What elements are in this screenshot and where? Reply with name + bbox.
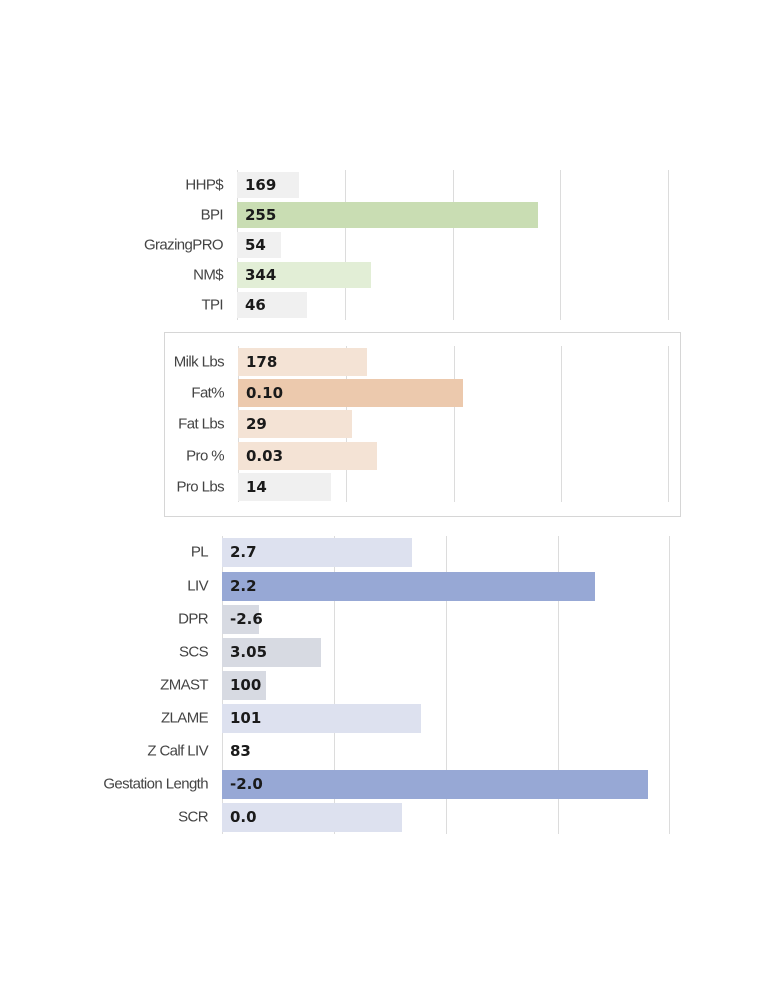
chart-2-category-label-0: PL — [190, 543, 209, 561]
chart-2-category-label-2: DPR — [178, 610, 208, 628]
chart-1-gridline-4 — [668, 346, 669, 502]
chart-0-category-label-1: BPI — [200, 206, 224, 224]
chart-2-category-label-4: ZMAST — [160, 676, 208, 694]
chart-1-bar-1 — [238, 379, 463, 407]
chart-0-category-label-3: NM$ — [193, 266, 223, 284]
chart-2-value-label-2: -2.6 — [230, 610, 263, 628]
chart-2-value-label-0: 2.7 — [230, 543, 257, 561]
chart-2-bar-1 — [222, 571, 595, 601]
chart-0-bar-2 — [237, 232, 281, 258]
chart-1-bar-4 — [238, 473, 331, 501]
chart-0-bar-3 — [237, 262, 371, 288]
chart-0-value-label-4: 46 — [245, 296, 266, 314]
chart-2-value-label-7: -2.0 — [230, 775, 263, 793]
chart-1-bar-3 — [238, 442, 377, 470]
chart-2-category-label-6: Z Calf LIV — [147, 742, 208, 760]
chart-1-category-label-0: Milk Lbs — [173, 353, 225, 371]
chart-2-bar-8 — [222, 802, 402, 832]
chart-1-category-label-3: Pro % — [186, 447, 224, 465]
chart-2-bar-0 — [222, 537, 412, 567]
chart-2-value-label-5: 101 — [230, 709, 262, 727]
chart-2-value-label-4: 100 — [230, 676, 262, 694]
chart-0-bar-4 — [237, 292, 307, 318]
chart-2-bar-5 — [222, 703, 421, 733]
chart-0-bar-1 — [237, 202, 538, 228]
production-traits-frame — [164, 332, 681, 517]
chart-1-value-label-1: 0.10 — [246, 384, 284, 402]
chart-1-value-label-3: 0.03 — [246, 447, 284, 465]
chart-0-gridline-4 — [668, 170, 669, 320]
chart-0-gridline-2 — [453, 170, 454, 320]
chart-2-category-label-7: Gestation Length — [103, 775, 208, 793]
chart-1-bar-2 — [238, 410, 352, 438]
chart-2-category-label-8: SCR — [178, 808, 208, 826]
chart-0-value-label-3: 344 — [245, 266, 277, 284]
chart-2-value-label-1: 2.2 — [230, 577, 257, 595]
chart-2-bar-4 — [222, 670, 266, 700]
chart-1-category-label-4: Pro Lbs — [176, 478, 225, 496]
chart-0-gridline-3 — [560, 170, 561, 320]
chart-2-bar-2 — [222, 604, 259, 634]
chart-0-category-label-2: GrazingPRO — [143, 236, 224, 254]
chart-1-value-label-2: 29 — [246, 415, 267, 433]
chart-2-category-label-3: SCS — [178, 643, 209, 661]
chart-0-value-label-1: 255 — [245, 206, 277, 224]
chart-1-value-label-0: 178 — [246, 353, 278, 371]
chart-0-value-label-0: 169 — [245, 176, 277, 194]
chart-2-value-label-8: 0.0 — [230, 808, 257, 826]
chart-0-category-label-0: HHP$ — [185, 176, 223, 194]
chart-2-gridline-2 — [446, 536, 447, 834]
chart-1-gridline-3 — [561, 346, 562, 502]
chart-2-gridline-3 — [558, 536, 559, 834]
chart-0-value-label-2: 54 — [245, 236, 266, 254]
chart-1-category-label-1: Fat% — [191, 384, 224, 402]
chart-2-gridline-1 — [334, 536, 335, 834]
chart-2-bar-7 — [222, 769, 648, 799]
chart-2-category-label-5: ZLAME — [160, 709, 209, 727]
chart-2-gridline-4 — [669, 536, 670, 834]
chart-1-category-label-2: Fat Lbs — [178, 415, 224, 433]
chart-1-value-label-4: 14 — [246, 478, 267, 496]
chart-0-gridline-1 — [345, 170, 346, 320]
chart-2-category-label-1: LIV — [187, 577, 208, 595]
chart-2-value-label-3: 3.05 — [230, 643, 268, 661]
chart-0-bar-0 — [237, 172, 299, 198]
chart-2-value-label-6: 83 — [230, 742, 251, 760]
chart-1-gridline-2 — [454, 346, 455, 502]
chart-0-category-label-4: TPI — [201, 296, 223, 314]
chart-2-bar-3 — [222, 637, 321, 667]
chart-1-bar-0 — [238, 348, 367, 376]
